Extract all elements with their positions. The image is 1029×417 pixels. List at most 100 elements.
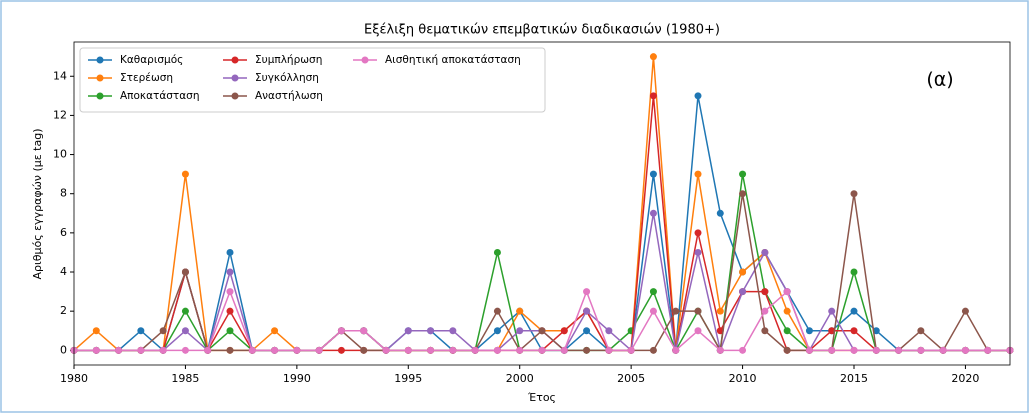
data-point	[493, 346, 501, 354]
data-point	[181, 170, 189, 178]
data-point	[917, 346, 925, 354]
legend-label: Συγκόλληση	[255, 72, 319, 84]
x-tick-label: 2000	[506, 372, 534, 385]
data-point	[226, 307, 234, 315]
data-point	[226, 346, 234, 354]
data-point	[516, 307, 524, 315]
data-point	[895, 346, 903, 354]
data-point	[828, 346, 836, 354]
data-point	[427, 327, 435, 335]
legend-label: Καθαρισμός	[120, 54, 183, 66]
y-tick-label: 14	[53, 69, 67, 82]
data-point	[226, 268, 234, 276]
data-point	[872, 327, 880, 335]
data-point	[226, 248, 234, 256]
data-point	[716, 346, 724, 354]
data-point	[694, 170, 702, 178]
data-point	[694, 327, 702, 335]
y-tick-label: 4	[60, 265, 67, 278]
data-point	[939, 346, 947, 354]
data-point	[739, 170, 747, 178]
data-point	[427, 346, 435, 354]
data-point	[583, 327, 591, 335]
data-point	[739, 346, 747, 354]
data-point	[694, 307, 702, 315]
data-point	[649, 288, 657, 296]
data-point	[92, 346, 100, 354]
data-point	[828, 327, 836, 335]
data-point	[493, 327, 501, 335]
data-point	[583, 307, 591, 315]
data-point	[248, 346, 256, 354]
data-point	[181, 268, 189, 276]
data-point	[872, 346, 880, 354]
y-tick-label: 12	[53, 108, 67, 121]
data-point	[360, 346, 368, 354]
y-tick-label: 10	[53, 148, 67, 161]
data-point	[583, 346, 591, 354]
data-point	[560, 327, 568, 335]
y-tick-label: 2	[60, 304, 67, 317]
legend-label: Αποκατάσταση	[120, 90, 200, 102]
data-point	[360, 327, 368, 335]
data-point	[271, 346, 279, 354]
data-point	[694, 248, 702, 256]
data-point	[739, 268, 747, 276]
data-point	[449, 346, 457, 354]
data-point	[783, 346, 791, 354]
data-point	[716, 307, 724, 315]
data-point	[649, 170, 657, 178]
legend-marker	[96, 92, 104, 100]
x-tick-label: 2005	[617, 372, 645, 385]
data-point	[649, 346, 657, 354]
x-tick-label: 2010	[729, 372, 757, 385]
data-point	[850, 327, 858, 335]
data-point	[961, 307, 969, 315]
data-point	[293, 346, 301, 354]
plot-frame	[73, 41, 1011, 366]
data-point	[493, 248, 501, 256]
data-point	[382, 346, 390, 354]
data-point	[449, 327, 457, 335]
data-point	[627, 346, 635, 354]
data-point	[805, 346, 813, 354]
y-tick-label: 8	[60, 187, 67, 200]
data-point	[226, 327, 234, 335]
data-point	[181, 327, 189, 335]
data-point	[805, 327, 813, 335]
data-point	[739, 288, 747, 296]
data-point	[739, 190, 747, 198]
data-point	[783, 307, 791, 315]
annotation: (α)	[926, 69, 953, 91]
data-point	[181, 346, 189, 354]
data-point	[538, 346, 546, 354]
x-tick-label: 2020	[951, 372, 979, 385]
data-point	[716, 209, 724, 217]
legend-marker	[231, 56, 239, 64]
data-point	[181, 307, 189, 315]
legend-marker	[96, 56, 104, 64]
chart-title: Εξέλιξη θεματικών επεμβατικών διαδικασιώ…	[364, 23, 720, 38]
data-point	[850, 307, 858, 315]
data-point	[137, 346, 145, 354]
y-tick-label: 0	[60, 343, 67, 356]
data-point	[605, 346, 613, 354]
data-point	[605, 327, 613, 335]
data-point	[761, 327, 769, 335]
data-point	[159, 327, 167, 335]
y-axis-label: Αριθμός εγγραφών (με tag)	[31, 128, 44, 279]
data-point	[516, 327, 524, 335]
x-tick-label: 2015	[840, 372, 868, 385]
legend-marker	[231, 74, 239, 82]
y-tick-label: 6	[60, 226, 67, 239]
data-point	[850, 190, 858, 198]
legend-marker	[361, 56, 369, 64]
data-point	[649, 209, 657, 217]
data-point	[850, 346, 858, 354]
data-point	[137, 327, 145, 335]
data-point	[783, 288, 791, 296]
data-point	[404, 327, 412, 335]
x-tick-label: 1980	[60, 372, 88, 385]
data-point	[493, 307, 501, 315]
